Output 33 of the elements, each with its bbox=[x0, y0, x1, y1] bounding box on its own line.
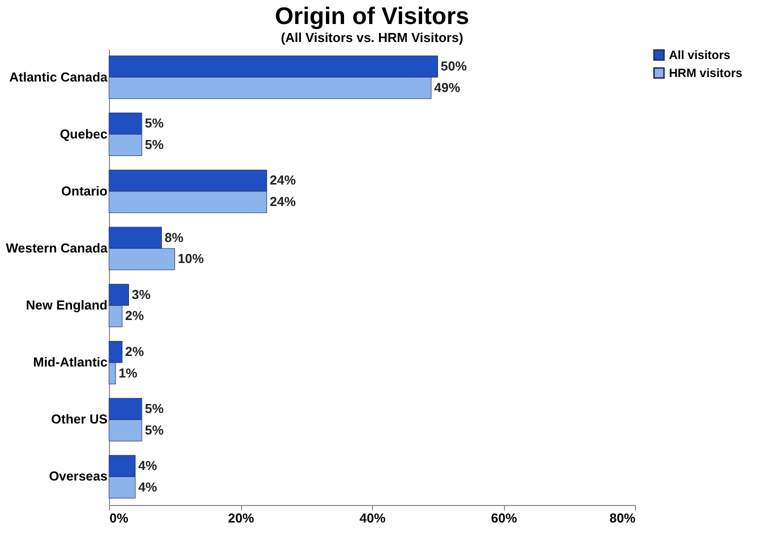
y-tick-label: Other US bbox=[51, 412, 108, 427]
data-label: 5% bbox=[144, 116, 164, 131]
data-label: 3% bbox=[132, 286, 151, 302]
y-tick-label: Ontario bbox=[61, 183, 108, 198]
data-label: 1% bbox=[118, 365, 138, 380]
x-tick-label: 40% bbox=[359, 510, 386, 526]
data-label: 10% bbox=[178, 251, 204, 266]
data-label: 5% bbox=[144, 137, 164, 152]
data-label: 2% bbox=[125, 344, 144, 359]
y-tick-label: Mid-Atlantic bbox=[33, 354, 108, 370]
data-label: 5% bbox=[144, 422, 164, 438]
x-tick-label: 80% bbox=[609, 510, 636, 526]
legend-label: HRM visitors bbox=[669, 66, 743, 80]
data-label: 24% bbox=[270, 194, 296, 210]
data-label: 50% bbox=[440, 58, 468, 74]
legend-label: All visitors bbox=[669, 48, 731, 62]
data-label: 5% bbox=[144, 400, 164, 416]
chart-title: Origin of Visitors bbox=[274, 3, 470, 30]
x-tick-label: 20% bbox=[228, 510, 254, 526]
y-tick-label: Overseas bbox=[48, 468, 108, 484]
x-tick-label: 60% bbox=[490, 510, 518, 526]
data-label: 4% bbox=[138, 479, 158, 494]
data-label: 24% bbox=[270, 172, 296, 188]
y-tick-label: Quebec bbox=[60, 126, 108, 142]
chart-subtitle: (All Visitors vs. HRM Visitors) bbox=[280, 30, 464, 45]
y-tick-label: Atlantic Canada bbox=[9, 69, 108, 84]
data-label: 8% bbox=[164, 230, 184, 245]
y-tick-label: New England bbox=[26, 298, 108, 313]
data-label: 49% bbox=[434, 80, 461, 95]
y-tick-label: Western Canada bbox=[6, 240, 108, 256]
data-label: 4% bbox=[138, 458, 158, 474]
data-label: 2% bbox=[125, 308, 144, 324]
x-tick-label: 0% bbox=[110, 510, 129, 526]
